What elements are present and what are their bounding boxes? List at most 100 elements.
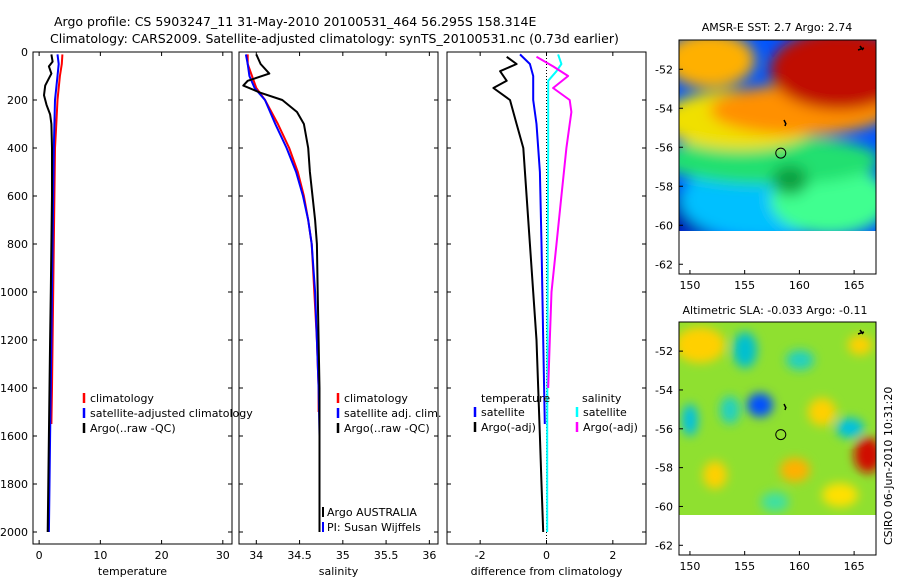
sla-red-eddy	[854, 437, 876, 473]
difference-xlabel: difference from climatology	[471, 565, 623, 578]
salinity-series-argo-raw-qc-	[242, 53, 321, 532]
salinity-xtick-label: 36	[422, 549, 436, 562]
sst-red-northeast	[770, 40, 876, 110]
temperature-series-argo-raw-qc-	[43, 54, 54, 533]
sla-yellow-nw	[679, 327, 725, 363]
sst_map-ytick-label: -52	[655, 63, 673, 76]
sst_map-ytick-label: -54	[655, 102, 673, 115]
sla_map-ytick-label: -54	[655, 384, 673, 397]
temperature-xtick-label: 30	[216, 549, 230, 562]
difference-legend-title-temperature: temperature	[481, 392, 550, 405]
salinity-xtick-label: 34.5	[287, 549, 312, 562]
sla-map-ticks: 150 155 160 165 -52 -54 -56 -58 -60 -62	[655, 345, 865, 573]
csiro-timestamp: CSIRO 06-Jun-2010 10:31:20	[882, 387, 895, 545]
sla_map-ytick-label: -56	[655, 423, 673, 436]
difference-series-salinity-satellite	[546, 54, 563, 532]
difference-xtick-label: 2	[609, 549, 616, 562]
salinity-xtick-label: 35.5	[374, 549, 399, 562]
sst_map-xtick-label: 150	[679, 279, 700, 292]
salinity-axes: 34 34.5 35 35.5 36 salinity climatology satelli…	[238, 51, 441, 578]
sla_map-xtick-label: 155	[734, 560, 755, 573]
temperature-legend-label: satellite-adjusted climatology	[90, 407, 253, 420]
sla_map-xtick-label: 150	[679, 560, 700, 573]
sla-corner-mark	[857, 329, 865, 335]
temperature-xlabel: temperature	[98, 565, 167, 578]
difference-xtick-label: 0	[543, 549, 550, 562]
sst-field	[679, 40, 876, 231]
salinity-series-climatology	[246, 54, 320, 412]
sla-map-frame	[678, 321, 877, 556]
temperature-series-climatology	[50, 54, 64, 425]
sst_map-xtick-label: 155	[734, 279, 755, 292]
sla_map-xtick-label: 160	[789, 560, 810, 573]
sla-yellow-eddy	[808, 398, 836, 426]
sst-green-eddy	[772, 165, 808, 195]
sla_map-xtick-label: 165	[844, 560, 865, 573]
depth-tick-label: 400	[7, 142, 28, 155]
salinity-legend-label: climatology	[344, 392, 408, 405]
sla-yellow-eddy-2	[703, 461, 727, 489]
difference-legend-label: satellite	[583, 406, 627, 419]
sla_map-ytick-label: -60	[655, 500, 673, 513]
depth-tick-label: 2000	[0, 526, 28, 539]
sst-map: AMSR-E SST: 2.7 Argo: 2.74 150 155 160 165 -…	[655, 21, 877, 292]
temperature-legend-label: Argo(..raw -QC)	[90, 422, 176, 435]
sla-cyan-eddy-4	[836, 418, 864, 438]
salinity-legend-label: Argo(..raw -QC)	[344, 422, 430, 435]
depth-tick-label: 800	[7, 238, 28, 251]
sla-field	[679, 322, 876, 515]
depth-tick-label: 1400	[0, 382, 28, 395]
sst_map-ytick-label: -60	[655, 219, 673, 232]
sla-blue-eddy-1	[747, 393, 773, 417]
sla_map-ytick-label: -52	[655, 345, 673, 358]
header-line1: Argo profile: CS 5903247_11 31-May-2010 …	[54, 14, 537, 29]
sst_map-xtick-label: 160	[789, 279, 810, 292]
difference-legend-title-salinity: salinity	[582, 392, 622, 405]
salinity-series-satellite-adj-clim-	[244, 54, 321, 532]
depth-tick-label: 1000	[0, 286, 28, 299]
depth-tick-label: 600	[7, 190, 28, 203]
depth-tick-label: 1200	[0, 334, 28, 347]
sst_map-ytick-label: -62	[655, 258, 673, 271]
sst-corner-mark	[857, 45, 865, 51]
sst-profile-marker	[775, 147, 787, 159]
sst_map-ytick-label: -56	[655, 141, 673, 154]
temperature-xtick-label: 10	[93, 549, 107, 562]
sst-map-ticks: 150 155 160 165 -52 -54 -56 -58 -60 -62	[655, 63, 865, 292]
sla-cyan-eddy-1	[733, 332, 757, 368]
difference-series-temperature-satellite	[519, 53, 546, 425]
salinity-xtick-label: 35	[336, 549, 350, 562]
temperature-axes: 0 10 20 30 0 200 400 600 800 1000 1200 1400 1600 1800…	[0, 46, 253, 578]
sla-cyan-eddy-6	[761, 492, 789, 512]
difference-legend-label: Argo(-adj)	[481, 421, 536, 434]
sla-map: Altimetric SLA: -0.033 Argo: -0.11	[655, 304, 877, 573]
sst_map-xtick-label: 165	[844, 279, 865, 292]
sla-cyan-eddy-2	[720, 396, 740, 424]
salinity-annotation: Argo AUSTRALIA	[327, 506, 417, 519]
depth-tick-label: 200	[7, 94, 28, 107]
temperature-legend-label: climatology	[90, 392, 154, 405]
depth-tick-label: 0	[21, 46, 28, 59]
depth-tick-label: 1800	[0, 478, 28, 491]
sla-yellow-eddy-3	[822, 483, 858, 507]
temperature-xtick-label: 20	[155, 549, 169, 562]
sla-cyan-eddy-3	[786, 350, 814, 370]
difference-axes: -2 0 2 difference from climatology temperatu…	[446, 51, 647, 578]
sst-track-mark	[783, 119, 787, 127]
difference-series-temperature-argo-adj-	[492, 55, 545, 533]
salinity-legend-label: satellite adj. clim.	[344, 407, 441, 420]
difference-xtick-label: -2	[475, 549, 486, 562]
salinity-xlabel: salinity	[319, 565, 359, 578]
sla_map-ytick-label: -58	[655, 462, 673, 475]
header-line2: Climatology: CARS2009. Satellite-adjuste…	[50, 31, 619, 46]
difference-legend-label: Argo(-adj)	[583, 421, 638, 434]
difference-series-salinity-argo-adj-	[535, 55, 573, 389]
sst-orange-northwest	[679, 40, 755, 88]
sla-cyan-eddy-5	[682, 404, 698, 436]
salinity-annotation: PI: Susan Wijffels	[327, 521, 421, 534]
sla-track-mark	[783, 403, 787, 411]
salinity-frame	[238, 51, 439, 545]
sla_map-ytick-label: -62	[655, 539, 673, 552]
difference-legend-label: satellite	[481, 406, 525, 419]
